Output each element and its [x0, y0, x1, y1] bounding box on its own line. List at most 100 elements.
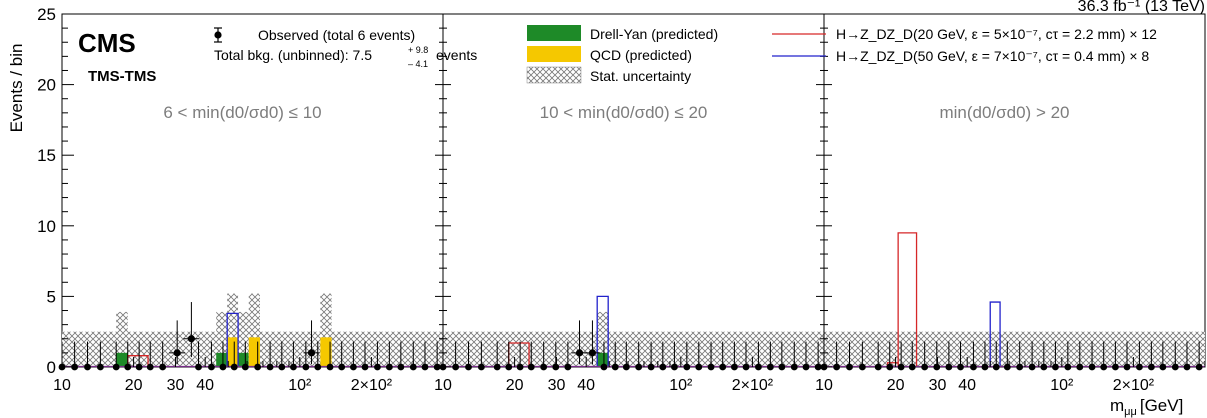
observed-zero-point: [452, 341, 460, 371]
observed-zero-point: [659, 341, 667, 371]
observed-zero-point: [159, 341, 167, 371]
observed-point: [169, 320, 186, 365]
observed-zero-point: [846, 341, 853, 371]
x-tick-label: 20: [125, 377, 143, 394]
legend-observed: Observed (total 6 events): [258, 27, 415, 43]
y-tick-label: 25: [37, 5, 56, 24]
observed-zero-point: [719, 341, 727, 371]
observed-zero-point: [981, 341, 989, 371]
y-tick-label: 20: [37, 76, 56, 95]
observed-zero-point: [505, 341, 513, 371]
y-axis: 0 5 10 15 20 25: [37, 5, 74, 377]
observed-point: [303, 320, 320, 365]
observed-zero-point: [493, 341, 501, 371]
bin-uncertainty: [227, 293, 239, 367]
x-tick-label: 20: [887, 377, 905, 394]
panels: 6 < min(d0/σd0) ≤ 10 10 < min(d0/σd0) ≤ 2…: [58, 13, 1205, 371]
observed-zero-point: [266, 341, 274, 371]
observed-zero-point: [635, 341, 643, 371]
x-tick-label: 10²: [1050, 377, 1074, 394]
bin-uncertainty: [597, 311, 609, 367]
observed-zero-point: [516, 341, 524, 371]
legend-qcd: QCD (predicted): [590, 47, 692, 63]
observed-zero-point: [1147, 341, 1155, 371]
bin-uncertainty: [248, 293, 260, 367]
observed-zero-point: [278, 341, 286, 371]
observed-zero-point: [338, 341, 346, 371]
observed-zero-point: [1016, 341, 1024, 371]
x-tick-label: 10: [53, 377, 71, 394]
observed-zero-point: [695, 341, 703, 371]
x-tick-label: 40: [577, 377, 595, 394]
observed-zero-point: [146, 341, 154, 371]
observed-zero-point: [600, 341, 608, 371]
bin-uncertainty: [216, 311, 228, 367]
observed-zero-point: [671, 341, 678, 371]
observed-zero-point: [742, 341, 750, 371]
observed-zero-point: [564, 341, 572, 371]
y-tick-label: 10: [37, 217, 56, 236]
observed-zero-point: [858, 341, 866, 371]
legend-dy: Drell-Yan (predicted): [590, 26, 718, 42]
lumi-text: 36.3 fb⁻¹ (13 TeV): [1078, 0, 1205, 15]
x-axis-label-main: m: [1110, 396, 1124, 415]
panel-label: 6 < min(d0/σd0) ≤ 10: [163, 103, 321, 122]
qcd-bar: [320, 337, 332, 367]
observed-zero-point: [1195, 341, 1203, 371]
observed-zero-point: [992, 341, 1000, 371]
observed-zero-point: [1052, 341, 1059, 371]
y-tick-label: 15: [37, 146, 56, 165]
x-axis-ticks: 10 20 30 40 10² 2×10² 10 20 30 40 10² 2×10² 10 20 30 40…: [53, 357, 1206, 394]
observed-zero-point: [1076, 341, 1084, 371]
y-tick-label: 5: [47, 287, 56, 306]
y-axis-label: Events / bin: [7, 44, 26, 133]
legend-dy-swatch: [527, 25, 581, 41]
observed-zero-point: [1159, 341, 1167, 371]
observed-zero-point: [96, 341, 104, 371]
x-axis-label-sub: μμ: [1124, 406, 1137, 418]
legend-total-bkg-suffix: events: [436, 47, 477, 63]
x-tick-label: 40: [958, 377, 976, 394]
observed-zero-point: [385, 341, 393, 371]
signal-50gev-bar: [989, 301, 1001, 367]
observed-zero-point: [397, 341, 405, 371]
x-axis-label: mμμ [GeV]: [1110, 396, 1183, 418]
legend-total-bkg-up: + 9.8: [408, 45, 428, 55]
x-tick-label: 10: [434, 377, 452, 394]
observed-zero-point: [552, 341, 560, 371]
signal-50gev-bar: [596, 295, 609, 367]
observed-zero-point: [112, 341, 120, 371]
observed-zero-point: [219, 341, 227, 371]
observed-zero-point: [908, 341, 916, 371]
panel-3: min(d0/σd0) > 20: [816, 13, 1205, 371]
x-tick-label: 2×10²: [1113, 377, 1155, 394]
legend: Observed (total 6 events) Total bkg. (un…: [214, 25, 1157, 84]
observed-zero-point: [361, 341, 369, 371]
legend-total-bkg-down: – 4.1: [408, 59, 428, 69]
observed-zero-point: [1112, 341, 1119, 371]
observed-zero-point: [970, 341, 977, 371]
x-tick-label: 2×10²: [351, 377, 393, 394]
observed-zero-point: [833, 341, 841, 371]
observed-zero-point: [778, 341, 786, 371]
observed-zero-point: [302, 341, 310, 371]
observed-zero-point: [886, 341, 894, 371]
legend-sig2: H→Z_DZ_D(50 GeV, ε = 7×10⁻⁷, cτ = 0.4 mm…: [836, 48, 1149, 64]
observed-zero-point: [1064, 341, 1072, 371]
observed-zero-point: [230, 341, 238, 371]
observed-zero-point: [802, 341, 810, 371]
observed-zero-point: [707, 341, 715, 371]
cms-label: CMS: [78, 28, 136, 58]
qcd-bar: [227, 337, 239, 367]
x-tick-label: 10²: [288, 377, 312, 394]
x-tick-label: 10²: [669, 377, 693, 394]
observed-zero-point: [1183, 341, 1191, 371]
observed-zero-point: [84, 341, 91, 371]
legend-observed-marker: [214, 27, 222, 43]
legend-total-bkg: Total bkg. (unbinned): 7.5: [214, 47, 372, 63]
x-axis-label-unit: [GeV]: [1140, 396, 1183, 415]
stat-uncertainty-band: [824, 331, 1205, 367]
observed-zero-point: [755, 341, 762, 371]
panel-label: min(d0/σd0) > 20: [939, 103, 1069, 122]
